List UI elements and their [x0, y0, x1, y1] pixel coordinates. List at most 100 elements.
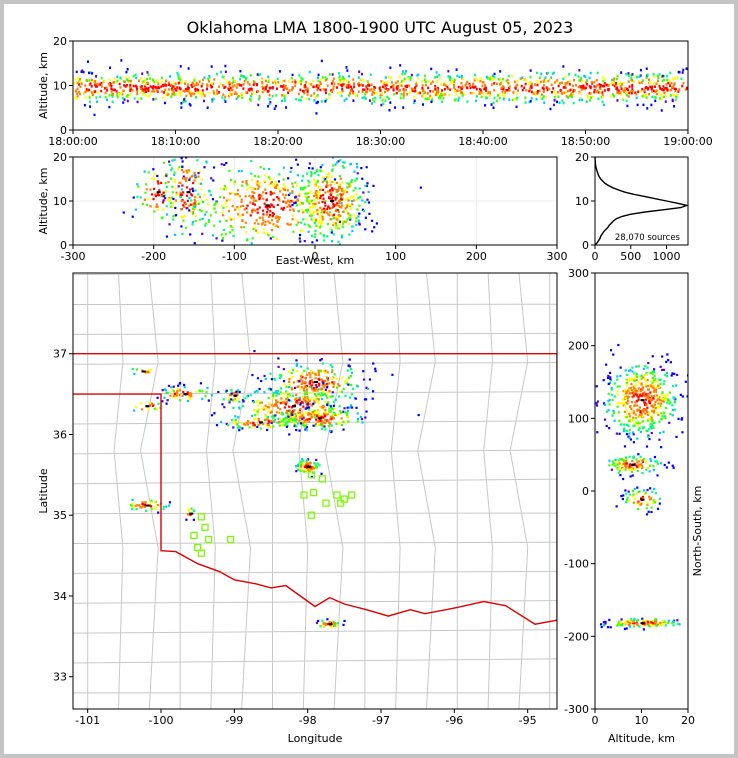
source-pixel [345, 198, 348, 201]
source-pixel [174, 82, 177, 85]
source-pixel [595, 90, 598, 94]
source-pixel [188, 188, 192, 191]
source-pixel [179, 195, 182, 199]
source-pixel [317, 398, 321, 401]
source-pixel [222, 93, 225, 96]
source-pixel [213, 412, 216, 415]
y-tick-label: 33 [53, 671, 67, 684]
source-pixel [644, 412, 647, 415]
source-pixel [327, 402, 330, 405]
source-pixel [582, 86, 585, 89]
source-pixel [546, 88, 549, 92]
source-pixel [571, 95, 574, 99]
source-pixel [264, 377, 267, 381]
source-pixel [632, 385, 635, 388]
source-pixel [256, 211, 259, 214]
source-pixel [647, 622, 650, 625]
source-pixel [196, 91, 199, 95]
source-pixel [379, 93, 382, 97]
source-pixel [312, 79, 315, 83]
source-pixel [150, 177, 153, 180]
source-pixel [233, 79, 236, 83]
source-pixel [307, 411, 310, 415]
source-pixel [105, 98, 108, 102]
source-pixel [449, 75, 452, 79]
source-pixel [427, 80, 430, 83]
source-pixel [182, 390, 185, 394]
source-pixel [290, 88, 293, 92]
source-pixel [346, 204, 349, 207]
source-pixel [314, 377, 317, 380]
source-pixel [274, 391, 277, 394]
source-pixel [165, 205, 168, 208]
source-pixel [289, 399, 292, 402]
source-pixel [132, 505, 135, 509]
source-pixel [350, 371, 353, 374]
source-pixel [299, 422, 303, 425]
source-pixel [621, 624, 624, 627]
source-pixel [454, 93, 457, 96]
source-pixel [190, 175, 194, 178]
source-pixel [276, 421, 279, 424]
source-pixel [328, 73, 331, 76]
source-pixel [129, 89, 132, 92]
source-pixel [311, 465, 314, 469]
source-pixel [660, 412, 663, 415]
source-pixel [76, 92, 79, 96]
source-pixel [152, 98, 155, 101]
source-pixel [320, 387, 323, 390]
source-pixel [310, 370, 313, 373]
source-pixel [306, 464, 309, 467]
source-pixel [641, 459, 644, 462]
source-pixel [337, 227, 340, 230]
source-pixel [241, 96, 244, 100]
source-pixel [615, 505, 618, 508]
source-pixel [352, 195, 355, 198]
source-pixel [638, 490, 641, 493]
source-pixel [178, 91, 181, 94]
source-pixel [335, 226, 338, 229]
source-pixel [112, 88, 115, 92]
source-pixel [168, 163, 171, 166]
source-pixel [230, 392, 233, 395]
source-pixel [524, 82, 527, 86]
source-pixel [544, 76, 547, 79]
source-pixel [250, 159, 253, 163]
source-pixel [639, 430, 642, 433]
source-pixel [647, 361, 650, 365]
source-pixel [613, 84, 616, 88]
source-pixel [603, 103, 606, 107]
source-pixel [261, 78, 264, 82]
source-pixel [326, 384, 329, 387]
source-pixel [149, 85, 152, 88]
source-pixel [314, 389, 317, 392]
source-pixel [113, 77, 116, 81]
source-pixel [110, 90, 113, 93]
source-pixel [636, 375, 639, 378]
source-pixel [553, 99, 556, 102]
source-pixel [284, 186, 287, 189]
source-pixel [640, 413, 643, 416]
source-pixel [265, 85, 268, 89]
source-pixel [126, 78, 129, 81]
x-tick-label: 20 [681, 714, 695, 727]
source-pixel [165, 190, 168, 193]
source-pixel [306, 247, 308, 249]
source-pixel [306, 367, 309, 370]
source-pixel [608, 403, 611, 406]
source-pixel [224, 64, 227, 68]
source-pixel [167, 504, 171, 507]
source-pixel [188, 170, 191, 173]
source-pixel [347, 383, 350, 386]
source-pixel [641, 495, 644, 499]
source-pixel [338, 223, 341, 226]
source-pixel [638, 413, 641, 417]
source-pixel [118, 92, 121, 96]
source-pixel [487, 91, 490, 94]
source-pixel [337, 210, 340, 214]
source-pixel [599, 84, 602, 87]
source-pixel [240, 226, 243, 229]
x-axis-label: East-West, km [276, 254, 354, 267]
source-pixel [290, 406, 293, 409]
source-pixel [238, 195, 241, 198]
